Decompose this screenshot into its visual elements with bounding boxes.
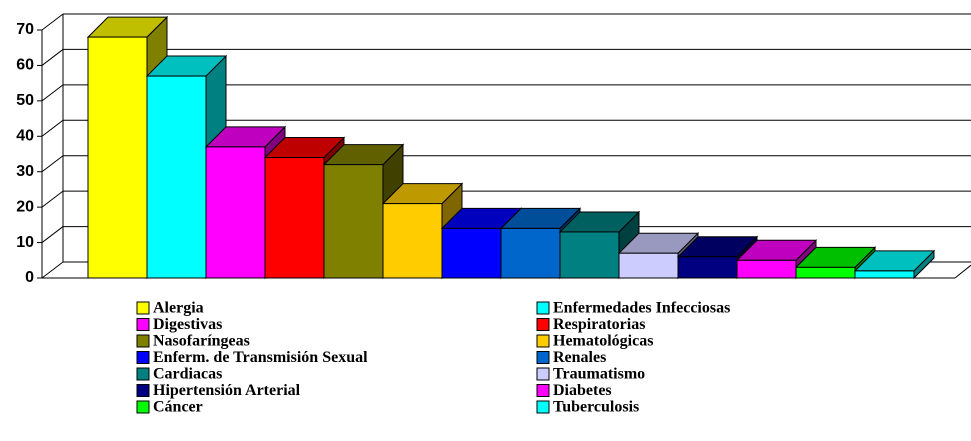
bar: [205, 146, 266, 279]
legend-label: Enferm. de Transmisión Sexual: [153, 349, 368, 366]
legend-swatch: [536, 351, 550, 364]
legend-swatch: [536, 318, 550, 331]
bar: [323, 164, 384, 279]
bar: [441, 227, 502, 279]
legend-swatch: [136, 318, 150, 331]
grid-line: [41, 84, 64, 102]
bar: [500, 227, 561, 279]
bar: [618, 252, 679, 279]
legend-label: Alergia: [153, 300, 204, 317]
legend-label: Cáncer: [153, 399, 203, 416]
legend-label: Cardiacas: [153, 366, 222, 383]
legend-label: Respiratorias: [553, 316, 645, 333]
legend-swatch: [136, 367, 150, 381]
grid-line: [41, 226, 64, 243]
bar: [736, 259, 797, 279]
legend-swatch: [136, 351, 150, 364]
legend-label: Nasofaríngeas: [153, 333, 250, 350]
legend-swatch: [136, 301, 150, 315]
y-tick-label: 0: [25, 269, 34, 286]
legend-label: Digestivas: [153, 316, 222, 333]
bar: [677, 256, 738, 279]
legend-label: Renales: [553, 349, 606, 366]
legend-swatch: [536, 400, 550, 414]
legend-label: Hematológicas: [553, 333, 653, 350]
grid-line: [41, 119, 64, 137]
grid-line: [41, 261, 64, 279]
legend-swatch: [136, 400, 150, 414]
grid-line: [41, 13, 64, 31]
floor: [954, 264, 971, 279]
y-tick-label: 40: [16, 128, 34, 145]
bar: [854, 270, 915, 279]
legend-label: Enfermedades Infecciosas: [553, 300, 730, 317]
bar: [795, 266, 856, 279]
legend-label: Hipertensión Arterial: [153, 382, 301, 399]
legend-label: Diabetes: [553, 382, 612, 399]
legend-swatch: [536, 384, 550, 397]
legend-swatch: [136, 384, 150, 397]
legend-swatch: [536, 367, 550, 381]
legend-swatch: [536, 334, 550, 348]
bar: [87, 36, 148, 279]
y-tick-label: 30: [16, 163, 34, 180]
grid-line: [41, 155, 64, 173]
y-tick-label: 10: [16, 234, 34, 251]
bar: [382, 203, 443, 279]
legend-label: Tuberculosis: [553, 399, 639, 416]
grid-line: [41, 49, 64, 66]
y-tick-label: 60: [16, 57, 34, 74]
legend-swatch: [536, 301, 550, 315]
y-tick-label: 20: [16, 198, 34, 215]
bar: [264, 157, 325, 279]
grid-line: [41, 190, 64, 208]
bar: [146, 75, 207, 279]
legend-swatch: [136, 334, 150, 348]
bar: [559, 231, 620, 279]
y-tick-label: 70: [16, 21, 34, 38]
legend-label: Traumatismo: [553, 366, 645, 383]
y-tick-label: 50: [16, 92, 34, 109]
